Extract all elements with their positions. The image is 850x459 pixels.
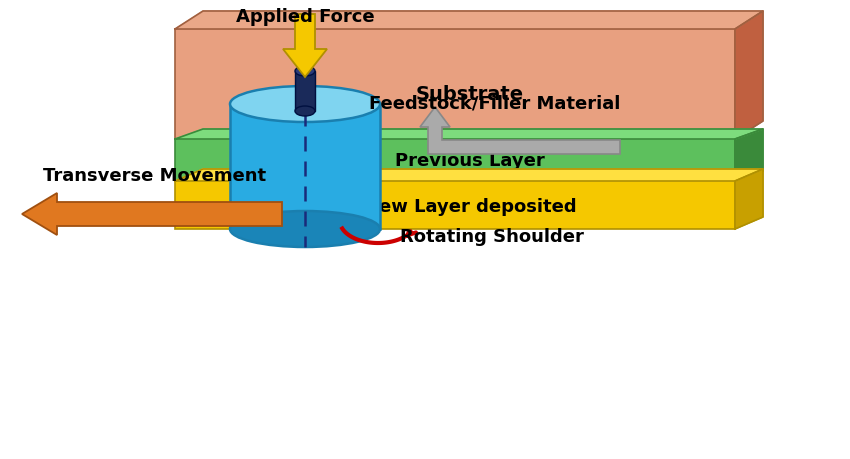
Ellipse shape xyxy=(295,67,315,77)
Polygon shape xyxy=(735,12,763,140)
Polygon shape xyxy=(175,170,763,182)
Text: Feedstock/Filler Material: Feedstock/Filler Material xyxy=(369,94,620,112)
Ellipse shape xyxy=(295,107,315,117)
Text: New Layer deposited: New Layer deposited xyxy=(364,197,576,216)
Text: Substrate: Substrate xyxy=(416,85,524,104)
FancyBboxPatch shape xyxy=(175,182,735,230)
Text: Previous Layer: Previous Layer xyxy=(395,151,545,170)
Polygon shape xyxy=(22,194,282,235)
Polygon shape xyxy=(175,12,763,30)
Polygon shape xyxy=(175,130,763,140)
Polygon shape xyxy=(283,15,327,78)
Ellipse shape xyxy=(230,87,380,123)
Polygon shape xyxy=(735,130,763,182)
FancyBboxPatch shape xyxy=(230,105,380,230)
Text: Rotating Shoulder: Rotating Shoulder xyxy=(400,228,584,246)
FancyBboxPatch shape xyxy=(175,140,735,182)
FancyBboxPatch shape xyxy=(295,72,315,112)
Text: Transverse Movement: Transverse Movement xyxy=(43,167,267,185)
Text: Applied Force: Applied Force xyxy=(235,8,374,26)
Polygon shape xyxy=(420,108,620,155)
Ellipse shape xyxy=(230,212,380,247)
Polygon shape xyxy=(735,170,763,230)
FancyBboxPatch shape xyxy=(175,30,735,140)
